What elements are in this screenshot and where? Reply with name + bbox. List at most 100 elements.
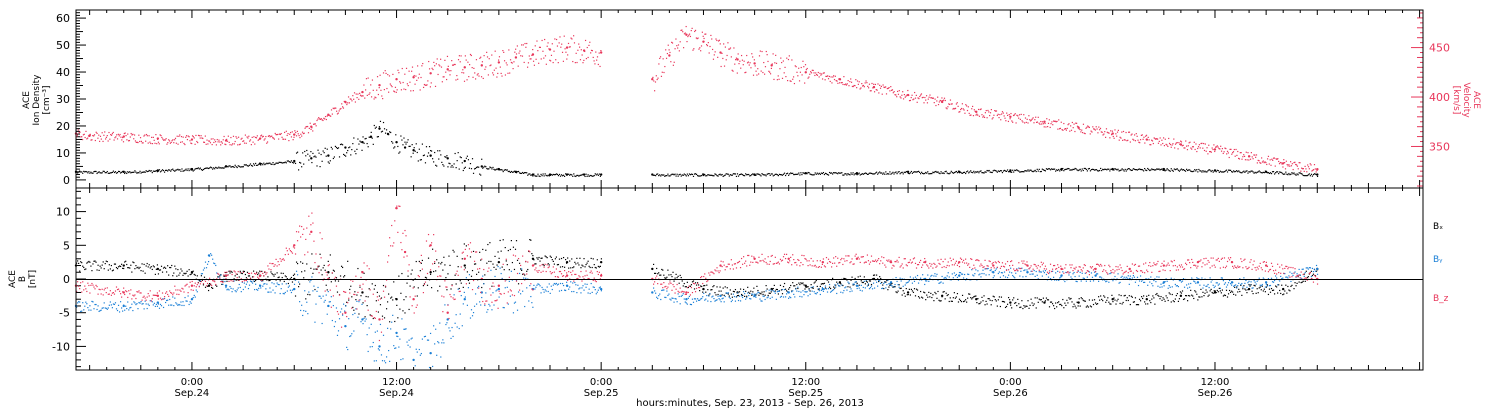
by-dot (790, 297, 792, 299)
velocity-dot (1058, 128, 1061, 130)
density-dot (658, 175, 660, 177)
density-dot (1190, 170, 1192, 172)
bx-dot (663, 274, 665, 276)
density-dot (1305, 175, 1307, 177)
density-dot (196, 167, 198, 170)
bx-dot (441, 261, 443, 264)
bx-dot (744, 295, 746, 298)
velocity-dot (794, 65, 796, 67)
velocity-dot (300, 133, 302, 135)
velocity-dot (197, 141, 199, 144)
by-dot (101, 307, 103, 309)
velocity-dot (1214, 150, 1216, 153)
velocity-dot (695, 37, 697, 39)
density-dot (970, 170, 972, 172)
density-dot (295, 152, 298, 154)
density-dot (229, 165, 231, 167)
velocity-dot (1102, 134, 1104, 136)
velocity-dot (238, 144, 241, 146)
bx-dot (652, 263, 655, 266)
velocity-dot (341, 106, 344, 108)
velocity-dot (763, 61, 765, 64)
density-dot (157, 170, 160, 172)
velocity-dot (133, 134, 136, 136)
velocity-dot (1073, 123, 1075, 125)
density-dot (173, 169, 175, 172)
density-dot (541, 175, 543, 177)
by-dot (308, 291, 310, 293)
by-dot (220, 274, 222, 276)
density-dot (1019, 171, 1021, 173)
density-dot (442, 164, 444, 166)
bx-dot (543, 264, 545, 267)
bx-dot (487, 243, 489, 246)
density-dot (1076, 169, 1078, 171)
density-dot (1018, 170, 1020, 172)
by-dot (547, 290, 549, 293)
velocity-dot (1231, 153, 1233, 155)
by-dot (360, 321, 362, 323)
velocity-dot (249, 139, 252, 141)
velocity-dot (688, 34, 690, 36)
density-dot (281, 162, 283, 164)
density-dot (822, 171, 825, 174)
by-dot (335, 307, 338, 309)
density-dot (289, 161, 292, 163)
by-dot (677, 293, 679, 295)
bx-dot (772, 287, 774, 290)
velocity-dot (963, 109, 965, 111)
density-dot (466, 155, 469, 157)
density-dot (1027, 169, 1029, 171)
density-dot (476, 166, 478, 169)
velocity-dot (537, 50, 539, 52)
velocity-dot (1255, 156, 1257, 158)
density-dot (1219, 170, 1221, 172)
by-dot (258, 287, 260, 289)
velocity-dot (97, 137, 99, 139)
density-dot (280, 161, 282, 164)
velocity-dot (739, 60, 741, 62)
velocity-dot (526, 42, 528, 45)
velocity-dot (308, 127, 310, 129)
velocity-dot (1206, 147, 1208, 149)
bx-dot (1294, 282, 1296, 284)
velocity-dot (1141, 134, 1143, 136)
by-dot (767, 296, 769, 298)
velocity-dot (474, 72, 476, 74)
density-dot (751, 173, 753, 176)
velocity-dot (317, 118, 319, 120)
velocity-dot (1276, 158, 1278, 161)
velocity-dot (334, 107, 336, 109)
velocity-dot (1023, 114, 1025, 116)
density-dot (1278, 173, 1280, 175)
bx-dot (593, 263, 595, 266)
density-dot (346, 152, 348, 154)
bx-dot (335, 277, 338, 279)
by-dot (479, 301, 481, 303)
density-dot (1062, 167, 1064, 170)
density-dot (1088, 167, 1091, 170)
density-dot (310, 151, 312, 153)
by-dot (173, 305, 175, 307)
density-dot (775, 173, 777, 175)
bx-dot (923, 291, 925, 293)
velocity-dot (1147, 136, 1149, 138)
by-dot (259, 284, 261, 286)
bx-dot (1073, 303, 1075, 305)
density-dot (132, 171, 134, 173)
by-dot (568, 288, 570, 290)
velocity-dot (573, 42, 576, 44)
velocity-dot (522, 44, 524, 46)
density-dot (1098, 170, 1100, 172)
bx-dot (408, 308, 410, 311)
velocity-dot (960, 108, 962, 111)
bx-dot (924, 292, 926, 294)
bx-dot (585, 263, 587, 266)
density-dot (410, 156, 412, 158)
density-dot (170, 170, 172, 172)
velocity-dot (538, 62, 540, 64)
by-dot (511, 279, 514, 281)
bx-dot (540, 257, 542, 259)
bx-dot (708, 294, 710, 296)
bx-dot (889, 284, 891, 286)
